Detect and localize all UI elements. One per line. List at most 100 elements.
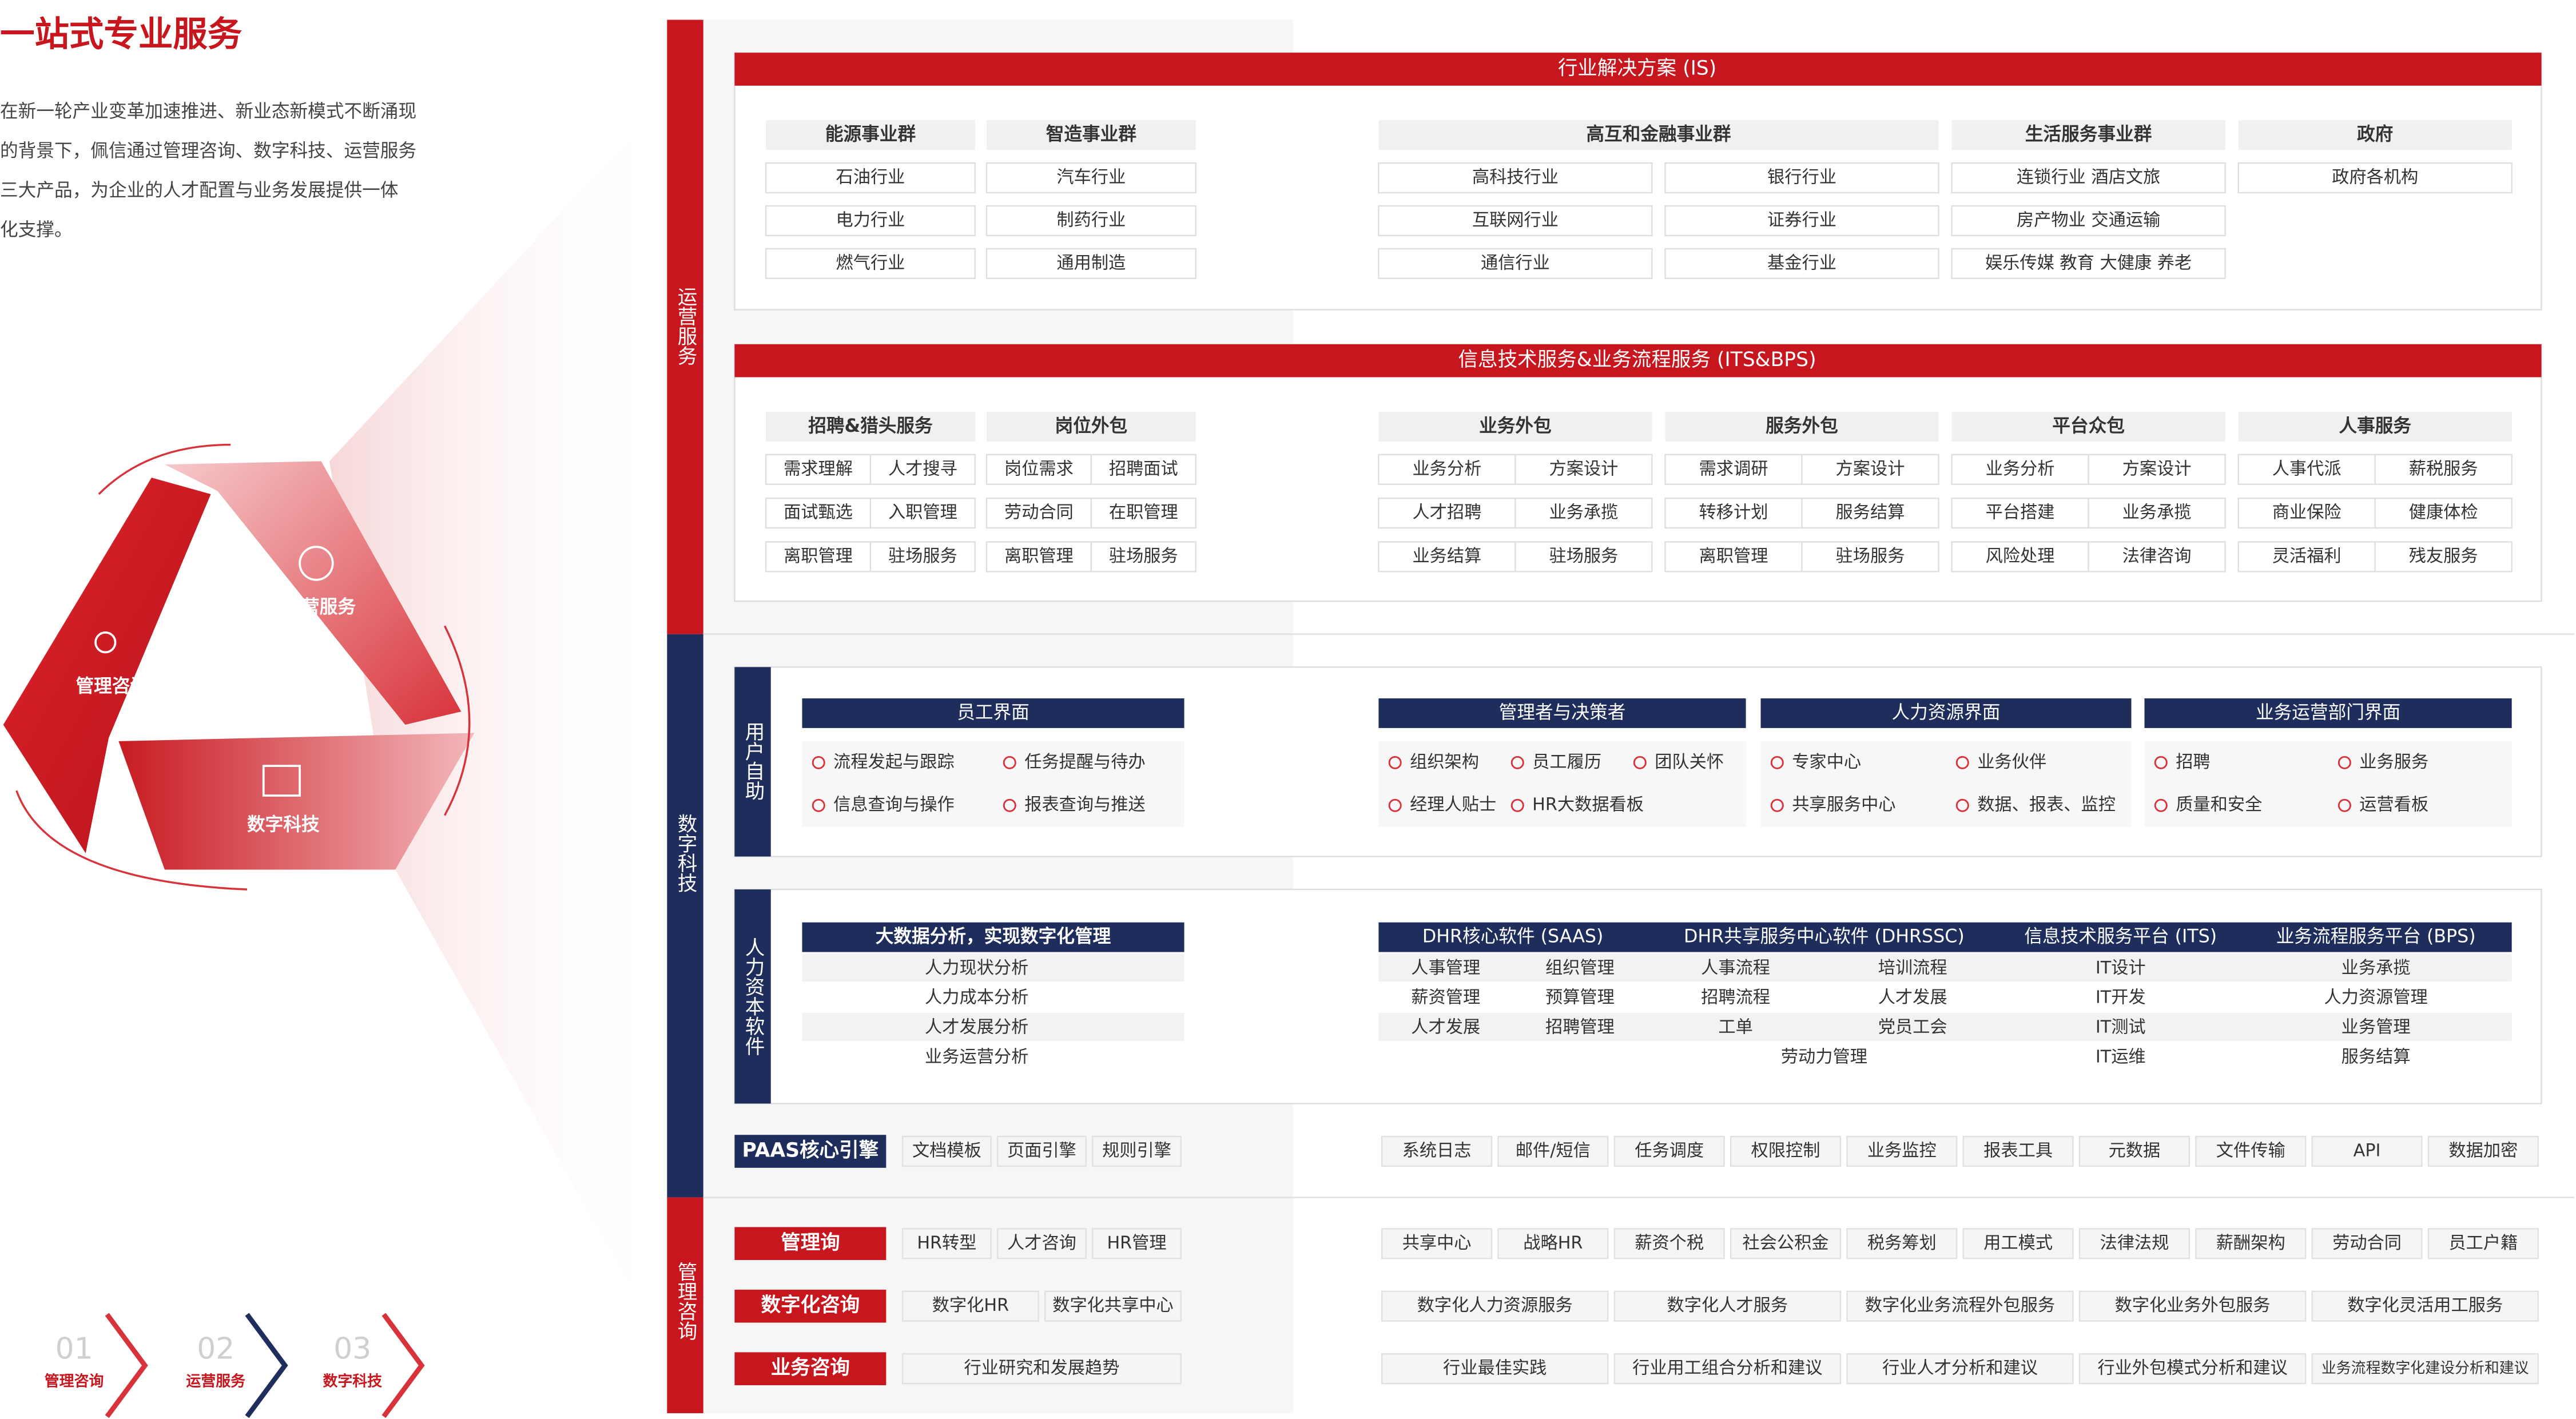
panel-body: [1760, 741, 2132, 827]
group-header: [766, 411, 975, 442]
item-box: [1381, 1228, 1493, 1259]
item-label: 行业外包模式分析和建议: [2097, 1358, 2287, 1378]
item-label: 人力现状分析: [925, 958, 1028, 978]
group-header: [1378, 411, 1652, 442]
item-label: 在职管理: [1109, 503, 1178, 523]
item-label: IT测试: [2096, 1017, 2146, 1038]
item-box: [2237, 454, 2376, 485]
item-label: 业务分析: [1986, 459, 2055, 479]
item-label: 招聘面试: [1109, 459, 1178, 479]
panel-header: [802, 698, 1184, 728]
item-box: [2237, 541, 2376, 573]
group-header: [2238, 120, 2512, 150]
item-label: 离职管理: [1699, 546, 1768, 566]
panel-title: 信息技术服务&业务流程服务 (ITS&BPS): [1458, 348, 1816, 371]
its-header: [734, 344, 2542, 377]
bullet: [1510, 756, 1524, 769]
item-box: [1613, 1353, 1842, 1385]
chevron: [381, 1313, 425, 1418]
item-box: [1381, 1135, 1493, 1167]
section-bar: [667, 1197, 703, 1413]
item-box: [869, 454, 976, 485]
item-box: [2078, 1290, 2307, 1322]
item-label: 薪酬架构: [2216, 1233, 2285, 1253]
item-label: 人事流程: [1701, 958, 1770, 978]
item-label: 经理人贴士: [1410, 795, 1496, 815]
bullet: [2154, 798, 2168, 812]
panel-header: [1378, 698, 1746, 728]
item-box: [1664, 541, 1803, 573]
group-title: 服务外包: [1766, 415, 1838, 436]
item-label: 页面引擎: [1007, 1141, 1076, 1161]
item-box: [901, 1228, 992, 1259]
item-label: 战略HR: [1523, 1233, 1583, 1253]
item-label: 面试甄选: [784, 503, 853, 523]
item-box: [1730, 1228, 1842, 1259]
step-chevrons: [105, 1313, 425, 1418]
item-box: [1664, 248, 1939, 279]
row-title: 管理询: [781, 1231, 840, 1254]
item-label: 党员工会: [1878, 1017, 1947, 1038]
item-box: [1962, 1228, 2074, 1259]
item-label: 业务结算: [1412, 546, 1481, 566]
item-label: 服务结算: [2342, 1047, 2411, 1067]
vertical-label: 用户自助: [741, 721, 764, 800]
item-label: 组织架构: [1410, 752, 1479, 772]
item-label: 薪税服务: [2409, 459, 2478, 479]
item-label: 数字化人才服务: [1667, 1295, 1788, 1315]
item-label: 招聘: [2176, 752, 2210, 772]
vertical-label: 人力资本软件: [741, 937, 764, 1056]
bullet: [1770, 798, 1784, 812]
item-box: [1664, 454, 1803, 485]
panel-title: 员工界面: [957, 702, 1029, 723]
item-label: IT开发: [2096, 988, 2146, 1008]
item-box: [1613, 1228, 1725, 1259]
item-box: [765, 541, 872, 573]
icon: [262, 765, 301, 797]
item-box: [765, 205, 976, 236]
item-box: [2311, 1228, 2423, 1259]
bullet: [812, 798, 825, 812]
item-label: 需求理解: [784, 459, 853, 479]
item-box: [1846, 1353, 2074, 1385]
item-box: [1514, 454, 1653, 485]
item-box: [1846, 1290, 2074, 1322]
bullet: [2338, 756, 2351, 769]
item-box: [1613, 1290, 1842, 1322]
item-label: 信息查询与操作: [833, 795, 955, 815]
item-label: 招聘流程: [1701, 988, 1770, 1008]
panel-header: [1760, 698, 2132, 728]
item-label: 入职管理: [888, 503, 957, 523]
item-box: [2195, 1228, 2307, 1259]
item-label: 商业保险: [2272, 503, 2342, 523]
item-label: 行业用工组合分析和建议: [1632, 1358, 1822, 1378]
page-title: 一站式专业服务: [0, 14, 243, 54]
cycle-graphic: [3, 443, 475, 891]
group-header: [986, 411, 1196, 442]
item-box: [1514, 541, 1653, 573]
item-label: 共享服务中心: [1792, 795, 1895, 815]
item-label: 系统日志: [1402, 1141, 1472, 1161]
step-label: 运营服务: [186, 1373, 245, 1390]
group-title: 能源事业群: [825, 124, 916, 145]
item-box: [901, 1290, 1039, 1322]
item-label: 业务伙伴: [1977, 752, 2046, 772]
row-title: 数字化咨询: [761, 1294, 860, 1317]
cycle-label: 管理咨询: [76, 676, 149, 697]
item-label: 汽车行业: [1056, 168, 1126, 188]
intro-line: 在新一轮产业变革加速推进、新业态新模式不断涌现: [0, 101, 416, 122]
step-label: 数字科技: [323, 1373, 382, 1390]
item-label: 任务调度: [1635, 1141, 1704, 1161]
item-box: [1090, 454, 1196, 485]
item-box: [1378, 248, 1653, 279]
item-label: 行业人才分析和建议: [1882, 1358, 2038, 1378]
item-box: [869, 541, 976, 573]
item-label: 业务运营分析: [925, 1047, 1028, 1067]
item-label: 风险处理: [1986, 546, 2055, 566]
item-box: [985, 454, 1092, 485]
panel-body: [2144, 741, 2512, 827]
item-label: 燃气行业: [836, 253, 905, 273]
item-label: 质量和安全: [2176, 795, 2262, 815]
bullet: [1770, 756, 1784, 769]
item-box: [1664, 205, 1939, 236]
